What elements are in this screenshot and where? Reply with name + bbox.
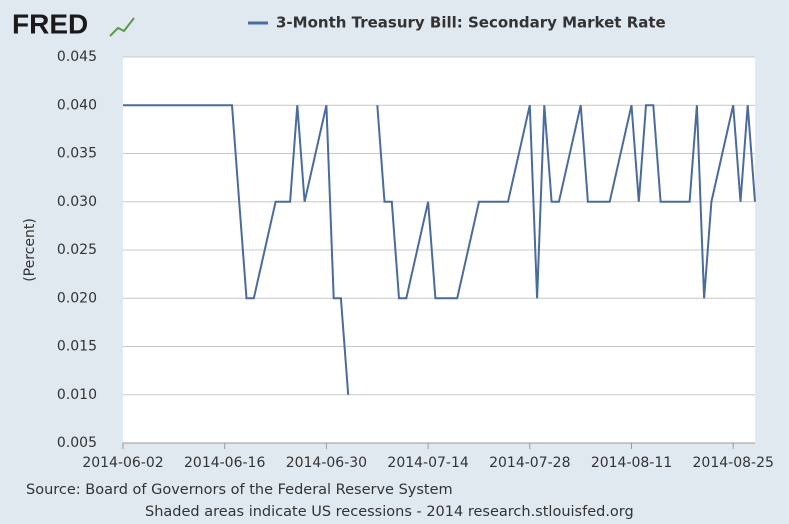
x-tick-label: 2014-07-28 xyxy=(489,455,570,471)
x-tick-label: 2014-08-11 xyxy=(591,455,672,471)
y-tick-label: 0.005 xyxy=(57,435,97,451)
y-tick-label: 0.040 xyxy=(57,97,97,113)
brand-logo: FRED xyxy=(12,8,88,39)
y-tick-label: 0.015 xyxy=(57,339,97,355)
line-series xyxy=(123,104,756,395)
y-tick-label: 0.025 xyxy=(57,242,97,258)
y-tick-label: 0.035 xyxy=(57,146,97,162)
x-tick-label: 2014-06-30 xyxy=(286,455,367,471)
x-tick-label: 2014-06-02 xyxy=(82,455,163,471)
y-tick-label: 0.030 xyxy=(57,194,97,210)
logo-icon xyxy=(109,17,135,37)
x-tick-label: 2014-08-25 xyxy=(693,455,774,471)
source: Source: Board of Governors of the Federa… xyxy=(26,482,453,498)
x-tick-label: 2014-06-16 xyxy=(184,455,265,471)
x-tick-label: 2014-07-14 xyxy=(387,455,468,471)
y-tick-label: 0.045 xyxy=(57,49,97,65)
legend-label: 3-Month Treasury Bill: Secondary Market … xyxy=(276,14,666,32)
y-tick-label: 0.020 xyxy=(57,290,97,306)
y-axis-label: (Percent) xyxy=(22,218,38,282)
y-tick-label: 0.010 xyxy=(57,387,97,403)
note: Shaded areas indicate US recessions - 20… xyxy=(145,504,634,520)
